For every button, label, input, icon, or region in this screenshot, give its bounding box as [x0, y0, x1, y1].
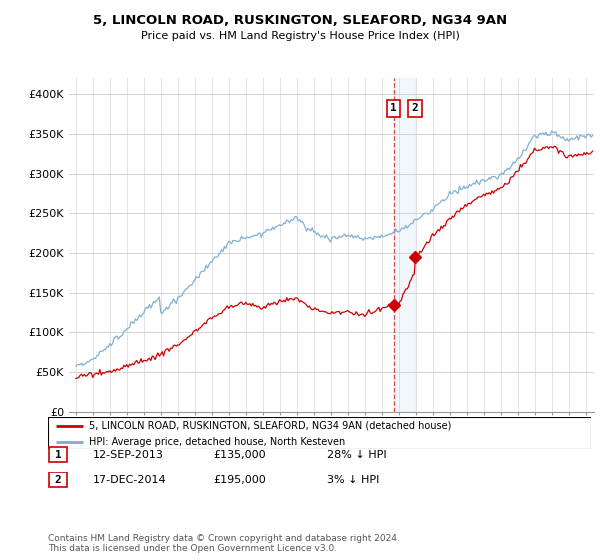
Text: £195,000: £195,000 [213, 475, 266, 485]
Text: 1: 1 [55, 450, 62, 460]
Text: Price paid vs. HM Land Registry's House Price Index (HPI): Price paid vs. HM Land Registry's House … [140, 31, 460, 41]
Text: 2: 2 [412, 104, 418, 113]
Text: 1: 1 [391, 104, 397, 113]
Text: £135,000: £135,000 [213, 450, 266, 460]
Text: 3% ↓ HPI: 3% ↓ HPI [327, 475, 379, 485]
Text: 5, LINCOLN ROAD, RUSKINGTON, SLEAFORD, NG34 9AN (detached house): 5, LINCOLN ROAD, RUSKINGTON, SLEAFORD, N… [89, 421, 451, 431]
Text: 12-SEP-2013: 12-SEP-2013 [93, 450, 164, 460]
Text: 17-DEC-2014: 17-DEC-2014 [93, 475, 167, 485]
Bar [394, 78, 415, 412]
Text: 2: 2 [55, 475, 62, 485]
Text: 28% ↓ HPI: 28% ↓ HPI [327, 450, 386, 460]
Text: Contains HM Land Registry data © Crown copyright and database right 2024.
This d: Contains HM Land Registry data © Crown c… [48, 534, 400, 553]
Text: 5, LINCOLN ROAD, RUSKINGTON, SLEAFORD, NG34 9AN: 5, LINCOLN ROAD, RUSKINGTON, SLEAFORD, N… [93, 14, 507, 27]
Text: HPI: Average price, detached house, North Kesteven: HPI: Average price, detached house, Nort… [89, 437, 345, 447]
